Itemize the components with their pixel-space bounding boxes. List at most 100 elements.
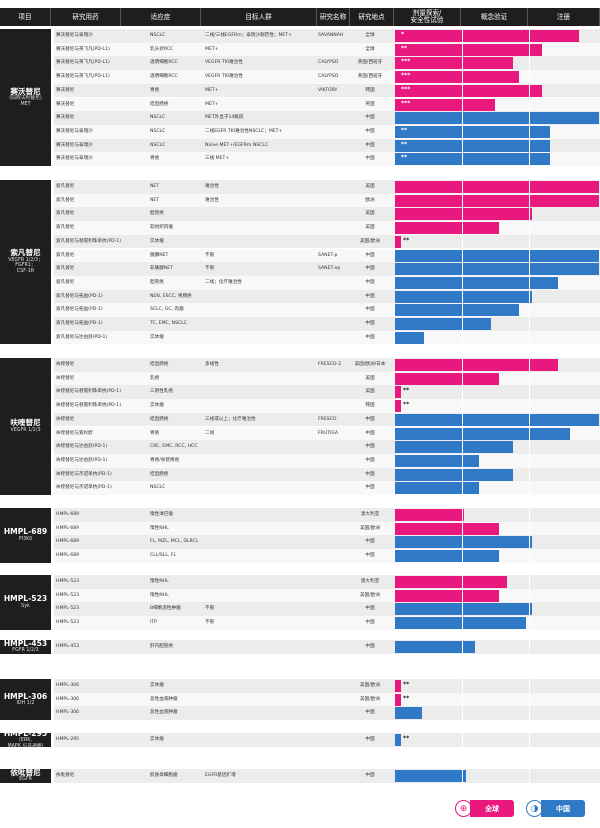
phase-divider	[529, 535, 530, 550]
progress-bar-global	[395, 222, 500, 235]
cell-3	[316, 769, 349, 783]
cell-0: HMPL-523	[56, 579, 80, 584]
phase-divider	[529, 412, 530, 427]
cell-0: 索凡替尼与达伯舒(PD-1)	[56, 334, 108, 340]
table-row: 赛沃替尼与泰瑞沙 胃癌 三线 MET+ 中国 **	[54, 152, 600, 166]
phase-divider	[462, 97, 463, 112]
cell-3	[316, 535, 349, 549]
footnote-mark: ***	[401, 72, 411, 80]
progress-bar-china	[395, 249, 599, 262]
cell-4: 中国	[365, 416, 375, 422]
phase-divider	[462, 679, 463, 693]
progress-bar-china	[395, 454, 479, 467]
cell-2	[203, 679, 319, 693]
table-row: HMPL-453 肝内胆管癌 中国	[54, 640, 600, 654]
phase-divider	[462, 481, 463, 495]
cell-1: B细胞恶性肿瘤	[150, 606, 181, 612]
cell-2	[203, 221, 319, 235]
cell-3: VIKTORY	[318, 87, 338, 93]
table-row: 呋喹替尼 结直肠癌 三线或以上；化疗难治性 FRESCO 中国	[54, 412, 600, 427]
cell-3	[316, 399, 349, 413]
cell-3	[316, 468, 349, 482]
cell-1: NSCLC	[150, 33, 166, 38]
phase-divider	[462, 385, 463, 400]
phase-divider	[462, 575, 463, 589]
cell-4: 美国/欧洲	[360, 696, 380, 702]
cell-0: 赛沃替尼与泰瑞沙	[56, 128, 93, 134]
block-6: HMPL-306 IDH 1/2 HMPL-306 实体瘤 美国/欧洲 ** HMPL-30…	[0, 679, 600, 721]
progress-bar-global	[395, 693, 402, 706]
cell-4: 中国	[365, 710, 375, 716]
table-row: 呋喹替尼与紫杉醇 胃癌 二线 FRUTIGA 中国	[54, 426, 600, 441]
cell-1: 结直肠癌	[150, 416, 169, 422]
phase-divider	[529, 207, 530, 222]
phase-divider	[462, 317, 463, 331]
phase-divider	[529, 521, 530, 536]
phase-divider	[529, 692, 530, 707]
cell-2	[203, 589, 319, 603]
block-label: 呋喹替尼 VEGFR 1/2/3	[0, 358, 51, 495]
phase-divider	[529, 426, 530, 441]
table-row: HMPL-689 惰性NHL 美国/欧洲	[54, 521, 600, 536]
cell-2: 不限	[205, 606, 215, 612]
cell-2	[203, 640, 319, 654]
drug-target: PI3Kδ	[18, 536, 33, 542]
drug-target: VEGFR 1/2/3	[10, 427, 41, 433]
table-row: 呋喹替尼 乳癌 美国	[54, 371, 600, 386]
cell-1: 乳癌	[150, 375, 160, 381]
cell-4: 英国/西班牙	[357, 60, 383, 66]
footnote-mark: **	[403, 401, 410, 409]
cell-2	[203, 440, 319, 454]
cell-3	[316, 180, 349, 194]
header-col-6: 剂量探索/安全性试验	[394, 8, 461, 26]
table-row: 赛沃替尼与泰瑞沙 NSCLC Naïve MET+/EGFRm NSCLC 中国 **	[54, 138, 600, 153]
phase-divider	[462, 549, 463, 563]
table-row: 索凡替尼 胆管癌 二线；化疗难治性 中国	[54, 275, 600, 290]
cell-4: 中国	[365, 334, 375, 340]
phase-divider	[462, 588, 463, 603]
cell-2: 难治性	[205, 184, 219, 189]
header-col-3: 目标人群	[201, 8, 317, 26]
cell-0: HMPL-453	[56, 644, 80, 649]
phase-divider	[529, 124, 530, 139]
cell-4: 中国	[365, 539, 375, 545]
cell-0: 依吡替尼	[56, 773, 75, 778]
phase-divider	[529, 508, 530, 522]
table-row: 索凡替尼与拓益(PD-1) TC, EMC, NSCLC 中国	[54, 317, 600, 331]
block-label: 索凡替尼 VEGFR 1/2/3； FGFR1； CSF-1R	[0, 180, 51, 345]
cell-2	[203, 399, 319, 413]
phase-divider	[462, 275, 463, 290]
phase-divider	[529, 97, 530, 112]
table-row: 索凡替尼与达伯舒(PD-1) 实体瘤 中国	[54, 330, 600, 345]
cell-4: 中国	[365, 606, 375, 612]
cell-4: 全球	[365, 46, 375, 52]
progress-bar-global	[395, 400, 402, 413]
block-label: 依吡替尼 EGFR	[0, 768, 51, 783]
table-row: HMPL-523 惰性NHL 美国/欧洲	[54, 588, 600, 603]
cell-0: 赛沃替尼与泰瑞沙	[56, 156, 93, 162]
phase-divider	[529, 234, 530, 249]
phase-divider	[529, 679, 530, 693]
cell-3	[316, 522, 349, 536]
cell-0: 赛沃替尼与英飞凡(PD-L1)	[56, 74, 110, 80]
cell-3: SANET-p	[318, 252, 338, 258]
phase-divider	[462, 111, 463, 125]
cell-1: 惰性NHL	[150, 525, 169, 531]
drug-target: FGFR 1/2/3	[12, 648, 39, 654]
progress-bar-china	[395, 304, 520, 317]
cell-2	[203, 535, 319, 549]
progress-bar-china	[395, 331, 424, 344]
cell-1: NET	[150, 197, 160, 203]
phase-divider	[462, 508, 463, 522]
cell-1: 胰腺NET	[150, 252, 169, 258]
phase-divider	[462, 207, 463, 222]
drug-target: (旧称沃利替尼) MET	[9, 95, 42, 107]
cell-4: 中国	[365, 773, 375, 778]
cell-1: SCLC, GC, 肉瘤	[150, 307, 184, 313]
cell-3	[316, 331, 349, 345]
block-5: HMPL-453 FGFR 1/2/3 HMPL-453 肝内胆管癌 中国	[0, 639, 600, 654]
phase-divider	[529, 399, 530, 413]
progress-bar-china	[395, 139, 551, 152]
drug-name: 呋喹替尼	[10, 418, 41, 428]
cell-0: 赛沃替尼与英飞凡(PD-L1)	[56, 60, 110, 66]
